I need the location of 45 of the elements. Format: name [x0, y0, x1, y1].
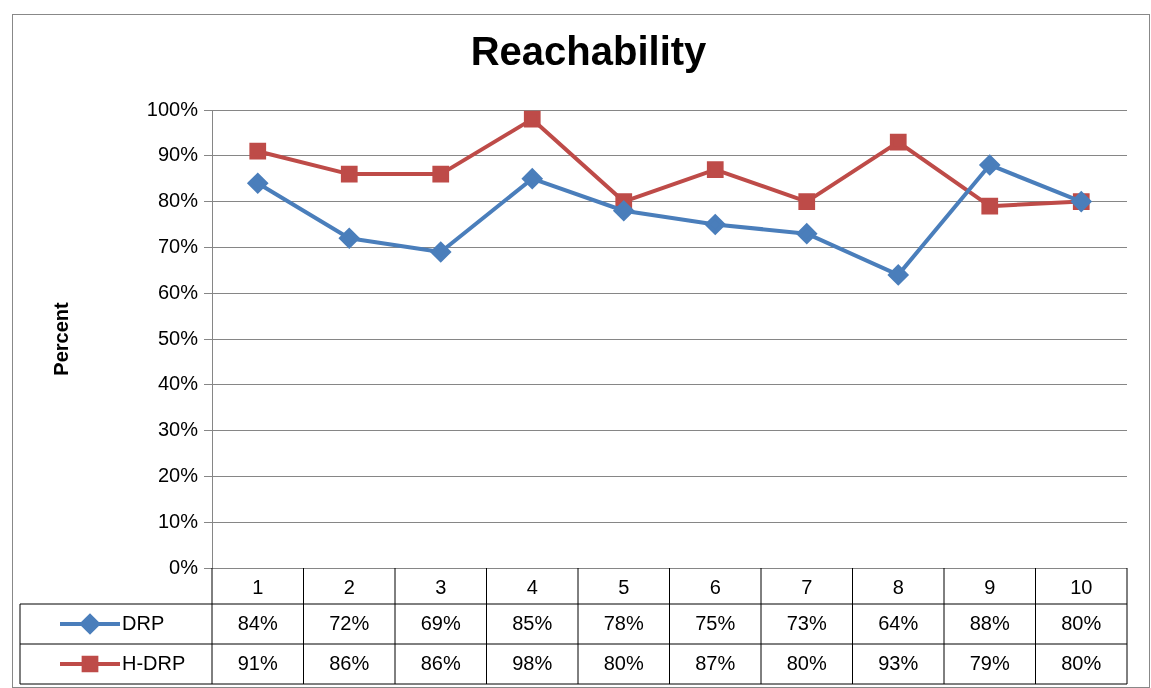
data-label: 80% [1061, 651, 1102, 674]
data-label: 75% [695, 611, 736, 634]
data-label: 80% [1061, 611, 1102, 634]
x-tick-label: 5 [618, 575, 630, 598]
data-label: 85% [512, 611, 553, 634]
data-label: 86% [420, 651, 461, 674]
y-tick-label: 60% [157, 280, 199, 303]
x-tick-label: 10 [1070, 575, 1093, 598]
data-label: 73% [786, 611, 827, 634]
data-label: 86% [329, 651, 370, 674]
data-label: 79% [969, 651, 1010, 674]
chart-title: Reachability [470, 29, 708, 74]
y-tick-label: 80% [157, 189, 199, 212]
x-tick-label: 8 [892, 575, 904, 598]
y-axis-title: Percent [49, 301, 72, 376]
data-label: 80% [603, 651, 644, 674]
data-label: 69% [420, 611, 461, 634]
x-tick-label: 7 [801, 575, 813, 598]
data-label: 93% [878, 651, 919, 674]
data-label: 98% [512, 651, 553, 674]
data-label: 64% [878, 611, 919, 634]
data-label: 91% [237, 651, 278, 674]
x-tick-label: 9 [984, 575, 996, 598]
y-tick-label: 70% [157, 234, 199, 257]
x-tick-label: 2 [343, 575, 355, 598]
data-label: 84% [237, 611, 278, 634]
y-tick-label: 90% [157, 143, 199, 166]
data-label: 88% [969, 611, 1010, 634]
data-label: 78% [603, 611, 644, 634]
x-tick-label: 3 [435, 575, 447, 598]
legend-label: H-DRP [122, 651, 186, 674]
x-tick-label: 4 [526, 575, 538, 598]
y-tick-label: 100% [146, 97, 199, 120]
y-tick-label: 30% [157, 418, 199, 441]
data-label: 72% [329, 611, 370, 634]
y-tick-label: 10% [157, 509, 199, 532]
y-tick-label: 0% [169, 555, 199, 578]
y-tick-label: 40% [157, 372, 199, 395]
y-tick-label: 50% [157, 326, 199, 349]
y-tick-label: 20% [157, 463, 199, 486]
legend-label: DRP [122, 611, 165, 634]
x-tick-label: 1 [252, 575, 264, 598]
data-label: 87% [695, 651, 736, 674]
data-label: 80% [786, 651, 827, 674]
x-tick-label: 6 [709, 575, 721, 598]
